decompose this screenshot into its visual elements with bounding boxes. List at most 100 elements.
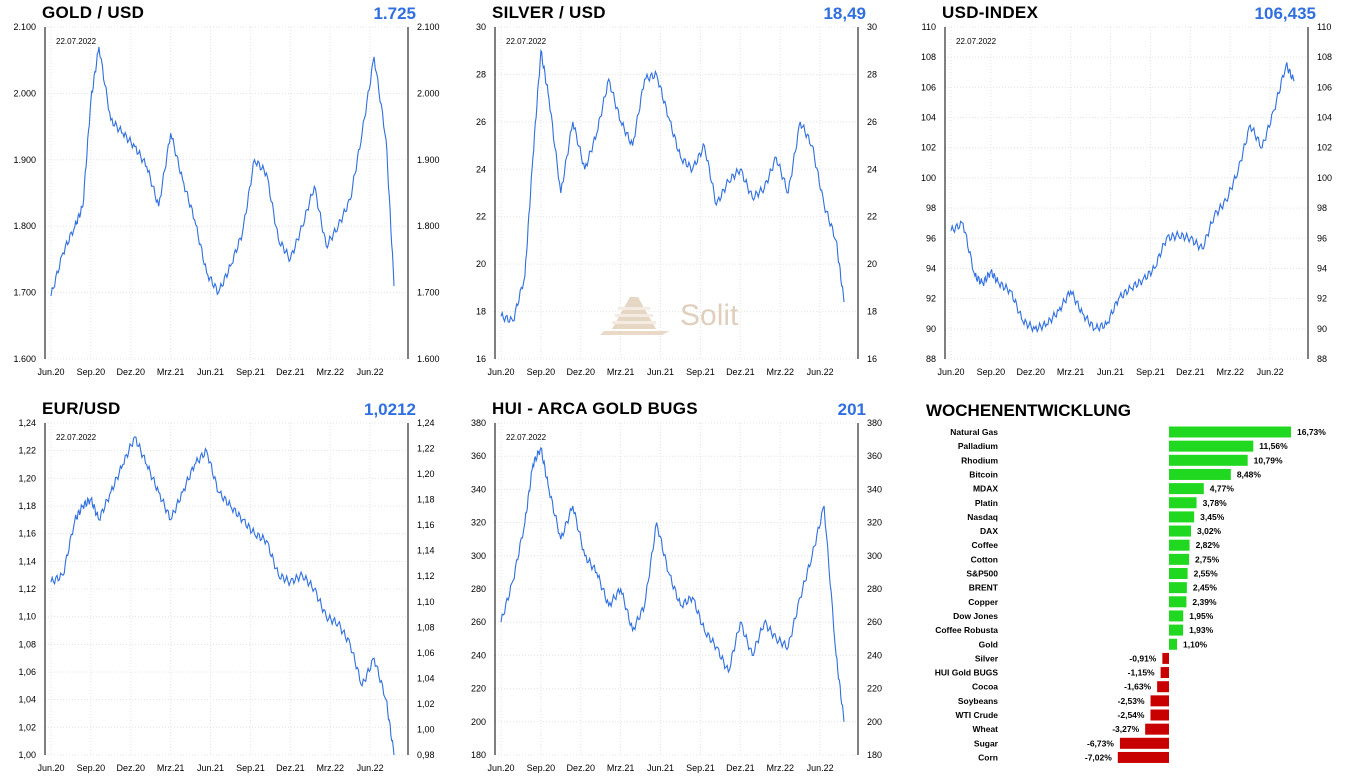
- chart-current-value: 106,435: [1254, 4, 1316, 23]
- y-tick-label-right: 360: [867, 451, 882, 461]
- x-tick-label: Jun.20: [37, 367, 64, 377]
- y-tick-label-left: 104: [921, 113, 936, 123]
- weekly-category-label: Copper: [968, 597, 998, 607]
- weekly-bar: [1169, 440, 1254, 452]
- weekly-value-label: -2,53%: [1118, 696, 1145, 706]
- weekly-category-label: Coffee Robusta: [935, 625, 998, 635]
- weekly-bar: [1157, 681, 1169, 693]
- chart-current-value: 1.725: [373, 4, 416, 23]
- weekly-value-label: 2,39%: [1192, 597, 1217, 607]
- weekly-bar: [1117, 751, 1169, 763]
- y-tick-label-left: 1,06: [18, 667, 36, 677]
- chart-panel-eur-usd: EUR/USD 1,0212 1,00 1,02 1,04 1,06 1,08 1,10 1…: [18, 399, 434, 779]
- y-tick-label-right: 1,06: [417, 648, 435, 658]
- weekly-value-label: 1,10%: [1183, 639, 1208, 649]
- weekly-value-label: -0,91%: [1129, 653, 1156, 663]
- y-tick-label-right: 260: [867, 617, 882, 627]
- weekly-bar: [1169, 454, 1248, 466]
- y-tick-label-right: 24: [867, 164, 877, 174]
- y-tick-label-right: 180: [867, 750, 882, 760]
- x-tick-label: Dez.20: [1017, 367, 1046, 377]
- price-line-series: [500, 48, 845, 324]
- weekly-category-label: Soybeans: [958, 696, 998, 706]
- y-tick-label-right: 108: [1317, 52, 1332, 62]
- weekly-bar: [1169, 426, 1291, 438]
- weekly-category-label: Platin: [975, 498, 998, 508]
- y-tick-label-right: 1,02: [417, 699, 435, 709]
- weekly-category-label: Nasdaq: [967, 512, 998, 522]
- x-tick-label: Jun.22: [357, 763, 384, 773]
- y-tick-label-left: 110: [922, 22, 936, 32]
- pyramid-logo-icon: Solit: [600, 297, 739, 335]
- weekly-bar: [1169, 624, 1184, 636]
- x-tick-label: Mrz.22: [766, 763, 794, 773]
- y-tick-label-left: 1,20: [18, 473, 36, 483]
- y-tick-label-right: 300: [867, 551, 882, 561]
- weekly-category-label: Gold: [979, 639, 998, 649]
- y-tick-label-left: 240: [471, 650, 486, 660]
- weekly-category-label: BRENT: [969, 583, 999, 593]
- y-tick-label-right: 18: [867, 307, 877, 317]
- x-tick-label: Jun.21: [1097, 367, 1124, 377]
- weekly-value-label: 8,48%: [1237, 469, 1262, 479]
- y-tick-label-left: 380: [471, 418, 486, 428]
- y-tick-label-right: 106: [1317, 82, 1332, 92]
- chart-title: USD-INDEX: [942, 3, 1039, 22]
- weekly-bar: [1150, 695, 1169, 707]
- weekly-value-label: 2,55%: [1194, 569, 1219, 579]
- x-tick-label: Dez.20: [117, 763, 146, 773]
- chart-title: HUI - ARCA GOLD BUGS: [492, 399, 698, 418]
- weekly-bar: [1169, 553, 1190, 565]
- x-tick-label: Sep.21: [686, 367, 715, 377]
- x-tick-label: Jun.21: [647, 367, 674, 377]
- chart-svg: 1.600 1.700 1.800 1.900 2.000 2.100 1.600 1.700…: [13, 22, 439, 377]
- weekly-value-label: 3,02%: [1197, 526, 1222, 536]
- weekly-category-label: HUI Gold BUGS: [935, 668, 999, 678]
- y-tick-label-left: 16: [476, 354, 486, 364]
- weekly-value-label: 2,82%: [1196, 540, 1221, 550]
- y-tick-label-left: 260: [471, 617, 486, 627]
- y-tick-label-left: 18: [476, 307, 486, 317]
- y-tick-label-right: 1,12: [417, 571, 435, 581]
- weekly-bar: [1169, 596, 1187, 608]
- weekly-value-label: 10,79%: [1254, 455, 1283, 465]
- x-tick-label: Mrz.22: [1216, 367, 1244, 377]
- weekly-bar: [1162, 652, 1169, 664]
- weekly-category-label: Corn: [978, 752, 998, 762]
- x-tick-label: Sep.20: [527, 763, 556, 773]
- date-label: 22.07.2022: [56, 433, 97, 442]
- x-tick-label: Dez.20: [567, 367, 596, 377]
- y-tick-label-right: 1,00: [417, 724, 435, 734]
- y-tick-label-left: 1,04: [18, 695, 36, 705]
- weekly-bar-chart: Natural Gas 16,73% Palladium 11,56% Rhodium 1…: [935, 426, 1326, 763]
- weekly-title: WOCHENENTWICKLUNG: [926, 401, 1131, 420]
- y-tick-label-right: 320: [867, 518, 882, 528]
- weekly-category-label: Palladium: [958, 441, 999, 451]
- x-tick-label: Mrz.22: [316, 763, 344, 773]
- y-tick-label-right: 340: [867, 484, 882, 494]
- x-tick-label: Jun.22: [357, 367, 384, 377]
- weekly-value-label: 2,45%: [1193, 583, 1218, 593]
- weekly-category-label: WTI Crude: [956, 710, 999, 720]
- x-tick-label: Mrz.22: [316, 367, 344, 377]
- x-tick-label: Dez.21: [726, 367, 755, 377]
- y-tick-label-right: 1.700: [417, 288, 440, 298]
- x-tick-label: Sep.20: [77, 367, 106, 377]
- watermark-brand-text: Solit: [680, 299, 739, 332]
- weekly-value-label: -7,02%: [1085, 752, 1112, 762]
- y-tick-label-left: 1,24: [18, 418, 36, 428]
- weekly-bar: [1119, 737, 1169, 749]
- weekly-bar: [1169, 539, 1190, 551]
- chart-title: EUR/USD: [42, 399, 121, 418]
- y-tick-label-left: 2.000: [13, 88, 36, 98]
- x-tick-label: Dez.21: [276, 763, 305, 773]
- y-tick-label-left: 1,00: [18, 750, 36, 760]
- price-line-series: [50, 436, 395, 756]
- y-tick-label-left: 1.600: [13, 354, 36, 364]
- x-tick-label: Jun.20: [37, 763, 64, 773]
- chart-panel-silver: SILVER / USD 18,49 16 18 20 22 24 26 28 30 16 18 2…: [476, 3, 877, 383]
- y-tick-label-left: 106: [921, 82, 936, 92]
- weekly-category-label: Silver: [975, 653, 999, 663]
- weekly-value-label: -1,63%: [1124, 682, 1151, 692]
- y-tick-label-left: 96: [926, 233, 936, 243]
